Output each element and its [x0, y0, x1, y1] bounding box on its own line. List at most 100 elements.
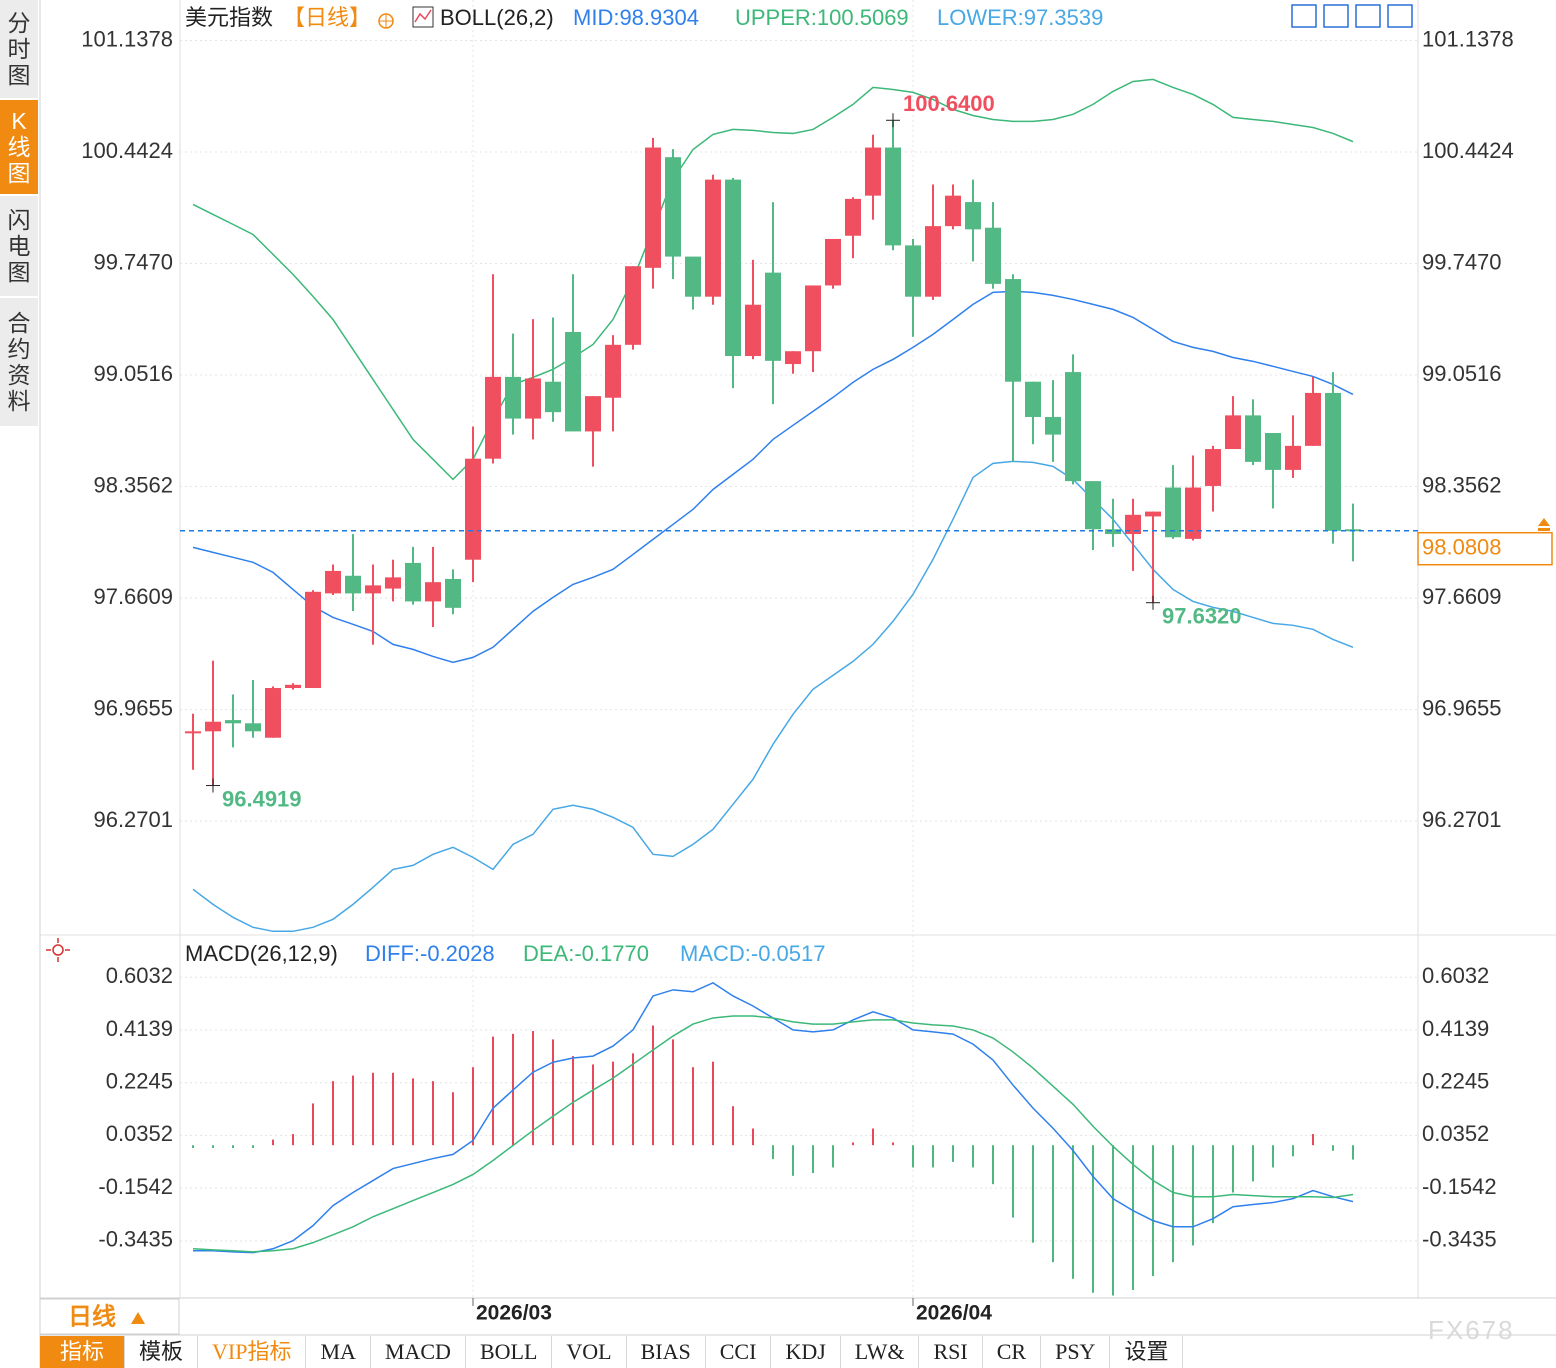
macd-bar — [1092, 1145, 1094, 1293]
macd-bar — [372, 1072, 374, 1146]
tab[interactable]: 指标 — [40, 1336, 126, 1368]
last-price-box — [1417, 531, 1553, 566]
candle-body — [465, 458, 481, 560]
candle-body — [1205, 449, 1221, 486]
macd-bar — [632, 1053, 634, 1146]
macd-bar — [1212, 1145, 1214, 1224]
candle-body — [865, 147, 881, 196]
y-tick-label: 96.9655 — [93, 695, 173, 720]
macd-bar — [732, 1106, 734, 1146]
y-tick-label-right: 96.9655 — [1422, 695, 1502, 720]
macd-bar — [992, 1145, 994, 1185]
macd-bar — [1172, 1145, 1174, 1263]
candle-body — [1125, 514, 1141, 535]
sidebar-tab[interactable]: 合约资料 — [0, 298, 38, 428]
macd-bar — [892, 1142, 894, 1146]
y-tick-label-right: 98.3562 — [1422, 472, 1502, 497]
tab[interactable]: LW& — [841, 1336, 920, 1368]
macd-bar — [872, 1128, 874, 1146]
low-label: 97.6320 — [1162, 604, 1242, 629]
candle-body — [885, 147, 901, 246]
macd-bar — [392, 1072, 394, 1146]
macd-bar — [432, 1081, 434, 1146]
tab[interactable]: CR — [983, 1336, 1042, 1368]
candle-body — [905, 245, 921, 297]
sidebar-tab-label[interactable]: 分时图 — [7, 10, 31, 88]
toolbar-button[interactable] — [1387, 4, 1413, 28]
tab[interactable]: PSY — [1041, 1336, 1111, 1368]
timeframe[interactable]: 日线 — [68, 1303, 116, 1330]
period[interactable]: 【日线】 — [283, 5, 371, 30]
candle-body — [1005, 279, 1021, 382]
toolbar-button[interactable] — [1355, 4, 1381, 28]
tab[interactable]: MACD — [371, 1336, 466, 1368]
watermark: FX678 — [1428, 1315, 1515, 1345]
sidebar-tab-label[interactable]: 闪电图 — [7, 207, 31, 285]
y-tick-label-right: 0.0352 — [1422, 1121, 1489, 1146]
candle-body — [805, 285, 821, 352]
indicator-name: BOLL(26,2) — [440, 5, 554, 30]
macd-bar — [932, 1145, 934, 1168]
macd-bar — [792, 1145, 794, 1176]
tab[interactable]: RSI — [919, 1336, 983, 1368]
y-tick-label: 98.3562 — [93, 472, 173, 497]
tab[interactable]: MA — [306, 1336, 371, 1368]
indicator-line — [192, 1015, 1354, 1253]
tab[interactable]: CCI — [706, 1336, 772, 1368]
tab[interactable]: 模板 — [125, 1336, 199, 1368]
y-tick-label: -0.1542 — [98, 1174, 173, 1199]
sidebar-tab[interactable]: 闪电图 — [0, 196, 38, 298]
toolbar-button[interactable] — [1291, 4, 1317, 28]
candle-body — [645, 147, 661, 268]
y-tick-label-right: 0.4139 — [1422, 1016, 1489, 1041]
candle-body — [325, 570, 341, 594]
tab[interactable]: 设置 — [1110, 1336, 1184, 1368]
candle-body — [565, 331, 581, 432]
candle-body — [825, 238, 841, 286]
tab[interactable]: BIAS — [627, 1336, 706, 1368]
timeframe-box[interactable] — [39, 1298, 180, 1335]
candle-body — [745, 304, 761, 357]
macd-icon[interactable] — [46, 938, 70, 962]
y-tick-label: 0.2245 — [106, 1069, 173, 1094]
macd-bar — [692, 1067, 694, 1146]
candle-body — [1065, 372, 1081, 482]
y-tick-label: 100.4424 — [81, 138, 173, 163]
sidebar-tab-label[interactable]: 合约资料 — [7, 310, 31, 414]
macd-bar — [272, 1139, 274, 1146]
macd-bar — [1312, 1134, 1314, 1146]
candle-body — [625, 266, 641, 345]
candle-body — [725, 179, 741, 357]
toolbar-button[interactable] — [1323, 4, 1349, 28]
macd-bar — [1052, 1145, 1054, 1263]
tab[interactable]: KDJ — [771, 1336, 841, 1368]
legend-entry: UPPER:100.5069 — [735, 5, 909, 30]
macd-bar — [592, 1064, 594, 1146]
candle-body — [205, 721, 221, 732]
macd-bar — [552, 1039, 554, 1146]
candle-body — [1225, 415, 1241, 450]
candle-body — [525, 378, 541, 419]
candle-body — [1085, 481, 1101, 530]
macd-bar — [492, 1036, 494, 1146]
tab[interactable]: BOLL — [466, 1336, 553, 1368]
macd-bar — [832, 1145, 834, 1168]
candle-body — [925, 226, 941, 297]
macd-bar — [912, 1145, 914, 1168]
price-arrow — [1538, 518, 1550, 526]
macd-bar — [1232, 1145, 1234, 1193]
sidebar-tab-label[interactable]: K线图 — [7, 108, 31, 186]
sidebar-tab[interactable]: 分时图 — [0, 0, 38, 100]
tab[interactable]: VIP指标 — [198, 1336, 307, 1368]
sidebar-tab[interactable]: K线图 — [0, 100, 38, 196]
macd-bar — [212, 1145, 214, 1148]
macd-bar — [452, 1092, 454, 1146]
macd-title: MACD(26,12,9) — [185, 941, 338, 966]
tab[interactable]: VOL — [552, 1336, 627, 1368]
candle-body — [505, 376, 521, 419]
candle-body — [1185, 487, 1201, 539]
candle-body — [345, 575, 361, 594]
timeframe-arrow[interactable] — [131, 1312, 145, 1324]
candle-body — [585, 396, 601, 432]
macd-bar — [672, 1039, 674, 1146]
